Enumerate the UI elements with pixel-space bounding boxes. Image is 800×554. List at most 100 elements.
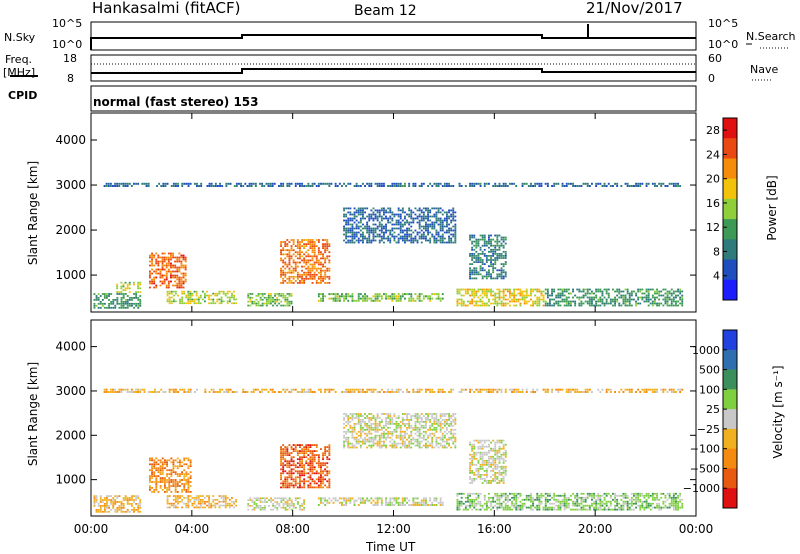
velocity-echo-cell <box>378 446 381 449</box>
power-echo-cell <box>163 280 166 283</box>
power-echo-cell <box>257 304 260 307</box>
power-echo-cell <box>174 270 177 273</box>
velocity-echo-cell <box>299 474 301 477</box>
power-echo-cell <box>385 223 387 226</box>
power-echo-cell <box>178 280 181 283</box>
power-echo-cell <box>607 292 610 295</box>
power-echo-cell <box>414 185 417 187</box>
velocity-echo-cell <box>297 497 299 500</box>
power-echo-cell <box>567 296 570 299</box>
power-echo-cell <box>544 182 547 185</box>
power-echo-cell <box>408 235 411 238</box>
velocity-echo-cell <box>155 463 158 466</box>
power-echo-cell <box>378 182 381 185</box>
power-echo-cell <box>448 227 450 230</box>
velocity-echo-cell <box>496 441 499 444</box>
velocity-echo-cell <box>133 507 135 509</box>
power-echo-cell <box>412 182 415 185</box>
velocity-echo-region <box>149 457 192 493</box>
power-echo-cell <box>437 231 440 234</box>
velocity-echo-cell <box>174 473 177 475</box>
nsky-trace <box>90 34 696 50</box>
power-echo-cell <box>406 231 408 234</box>
power-echo-cell <box>288 302 291 305</box>
power-echo-cell <box>422 207 425 210</box>
power-echo-cell <box>376 293 379 296</box>
power-echo-cell <box>599 290 602 293</box>
power-echo-cell <box>496 273 499 276</box>
velocity-echo-cell <box>128 499 131 501</box>
velocity-echo-cell <box>322 454 324 456</box>
velocity-echo-cell <box>288 484 291 487</box>
power-echo-cell <box>235 298 237 301</box>
velocity-echo-cell <box>485 474 488 476</box>
power-echo-cell <box>574 304 577 307</box>
power-echo-cell <box>155 276 158 279</box>
velocity-echo-cell <box>343 426 345 429</box>
power-echo-cell <box>574 300 577 303</box>
power-echo-cell <box>502 182 505 185</box>
power-echo-cell <box>502 185 505 187</box>
power-echo-cell <box>536 182 539 185</box>
velocity-echo-cell <box>387 436 390 439</box>
velocity-echo-cell <box>513 496 516 499</box>
power-echo-cell <box>182 266 185 269</box>
velocity-echo-cell <box>380 436 383 439</box>
power-echo-cell <box>178 260 181 263</box>
velocity-echo-cell <box>116 507 119 509</box>
power-echo-cell <box>372 217 375 220</box>
velocity-echo-cell <box>376 497 379 500</box>
power-echo-cell <box>578 304 581 307</box>
power-echo-cell <box>435 213 438 216</box>
velocity-echo-cell <box>322 476 324 479</box>
velocity-echo-cell <box>288 462 291 465</box>
power-echo-cell <box>380 229 383 232</box>
velocity-echo-cell <box>336 499 339 502</box>
power-echo-cell <box>483 248 486 251</box>
velocity-echo-cell <box>500 465 503 468</box>
power-echo-cell <box>416 233 419 236</box>
velocity-echo-cell <box>414 444 417 447</box>
power-echo-cell <box>301 255 303 258</box>
power-echo-cell <box>343 299 345 302</box>
velocity-echo-cell <box>155 469 158 472</box>
power-echo-cell <box>201 298 204 301</box>
power-echo-cell <box>496 302 499 305</box>
velocity-echo-cell <box>176 461 179 464</box>
velocity-echo-cell <box>488 445 490 448</box>
velocity-echo-cell <box>294 482 297 485</box>
power-echo-cell <box>349 217 352 220</box>
power-echo-cell <box>320 273 322 276</box>
velocity-echo-cell <box>149 487 151 489</box>
power-echo-cell <box>391 299 394 302</box>
power-echo-cell <box>494 248 497 251</box>
power-echo-cell <box>576 296 579 299</box>
power-echo-cell <box>184 266 187 269</box>
velocity-echo-cell <box>307 448 310 450</box>
power-echo-cell <box>572 296 574 299</box>
velocity-echo-cell <box>172 502 175 505</box>
power-echo-cell <box>184 278 187 281</box>
velocity-echo-cell <box>502 447 505 450</box>
velocity-echo-cell <box>467 508 469 511</box>
power-echo-cell <box>628 296 631 299</box>
velocity-echo-cell <box>519 508 522 511</box>
velocity-echo-cell <box>294 466 297 469</box>
power-echo-cell <box>504 298 507 301</box>
velocity-echo-cell <box>385 504 387 506</box>
velocity-echo-cell <box>477 439 480 442</box>
power-echo-cell <box>286 282 289 284</box>
velocity-echo-cell <box>483 453 486 456</box>
power-echo-cell <box>502 265 505 268</box>
velocity-echo-cell <box>164 459 166 462</box>
power-echo-cell <box>452 235 455 238</box>
power-echo-cell <box>502 263 505 265</box>
power-echo-cell <box>351 223 354 226</box>
velocity-echo-cell <box>425 442 427 445</box>
velocity-echo-cell <box>288 499 291 501</box>
power-echo-cell <box>500 267 503 270</box>
power-echo-cell <box>366 223 369 226</box>
velocity-echo-cell <box>151 473 153 475</box>
power-echo-cell <box>607 288 610 291</box>
velocity-echo-cell <box>110 503 113 505</box>
